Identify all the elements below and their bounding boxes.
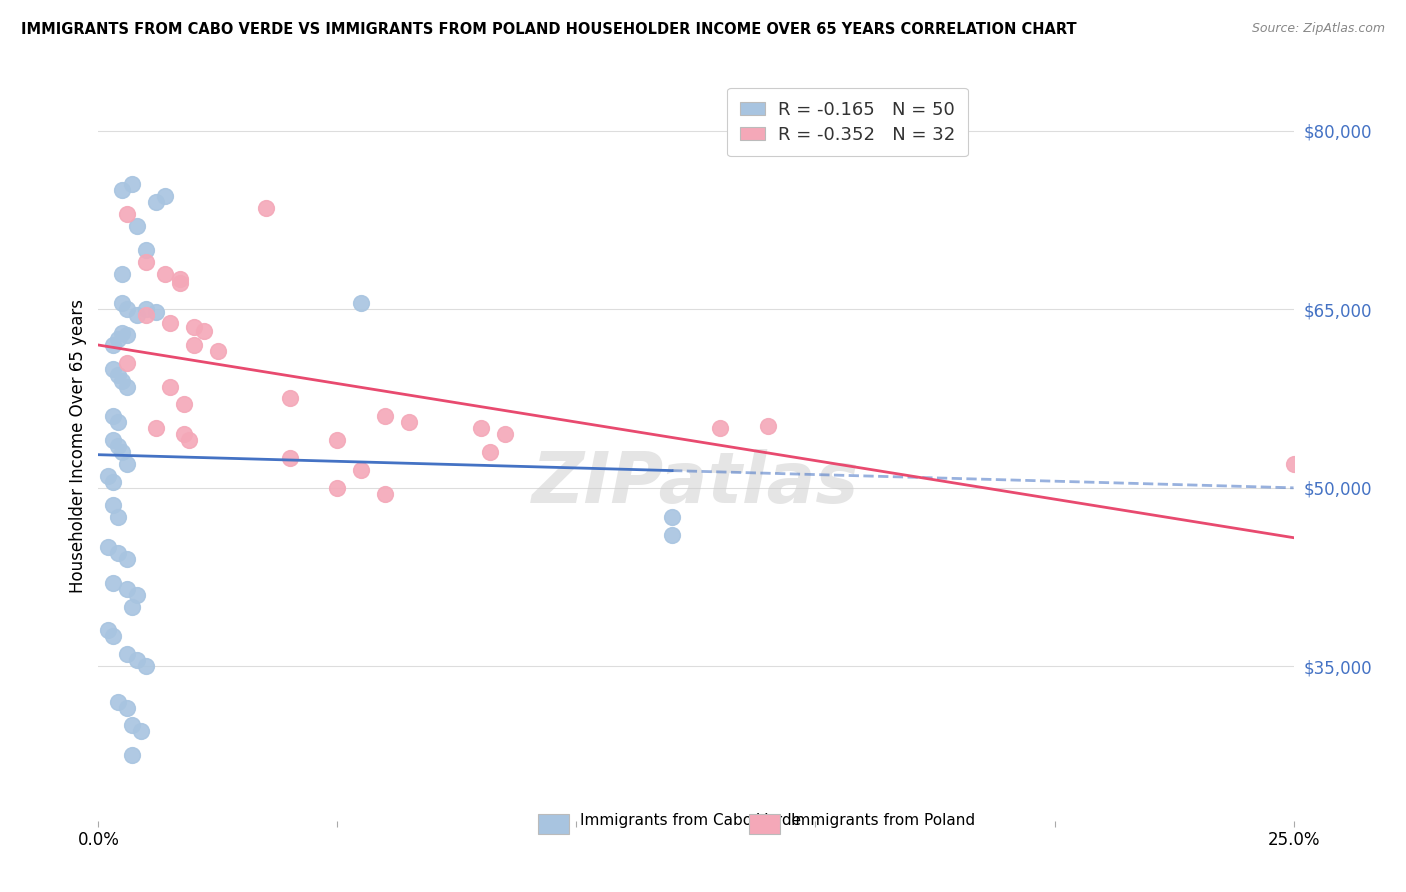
Point	[115, 207, 138, 221]
Point	[115, 647, 138, 661]
Point	[173, 397, 195, 411]
Point	[111, 183, 134, 197]
Point	[107, 415, 129, 429]
Point	[101, 475, 124, 489]
Point	[101, 575, 124, 590]
Point	[350, 296, 373, 310]
Point	[107, 439, 129, 453]
Point	[101, 433, 124, 447]
Point	[107, 332, 129, 346]
Point	[470, 421, 492, 435]
Point	[111, 267, 134, 281]
Point	[709, 421, 731, 435]
Point	[111, 445, 134, 459]
Point	[398, 415, 420, 429]
Point	[145, 304, 167, 318]
Point	[479, 445, 502, 459]
Text: IMMIGRANTS FROM CABO VERDE VS IMMIGRANTS FROM POLAND HOUSEHOLDER INCOME OVER 65 : IMMIGRANTS FROM CABO VERDE VS IMMIGRANTS…	[21, 22, 1077, 37]
Point	[101, 409, 124, 424]
Point	[183, 320, 205, 334]
Point	[193, 324, 215, 338]
Point	[101, 629, 124, 643]
Point	[207, 343, 229, 358]
Point	[278, 392, 301, 406]
Point	[135, 308, 157, 322]
Point	[135, 254, 157, 268]
Point	[155, 267, 177, 281]
Point	[661, 528, 683, 542]
Point	[121, 748, 143, 763]
Point	[155, 189, 177, 203]
Point	[179, 433, 201, 447]
Point	[326, 481, 349, 495]
Point	[135, 243, 157, 257]
Point	[125, 219, 148, 233]
Point	[107, 695, 129, 709]
Point	[97, 624, 120, 638]
Point	[183, 338, 205, 352]
Point	[115, 457, 138, 471]
Point	[135, 302, 157, 317]
Point	[125, 308, 148, 322]
Point	[107, 368, 129, 382]
Point	[115, 379, 138, 393]
Point	[159, 379, 181, 393]
Point	[125, 653, 148, 667]
Point	[326, 433, 349, 447]
Point	[374, 486, 396, 500]
Point	[169, 272, 191, 286]
Text: ZIPatlas: ZIPatlas	[533, 449, 859, 518]
Point	[97, 468, 120, 483]
Point	[125, 588, 148, 602]
Point	[169, 276, 191, 290]
Point	[159, 317, 181, 331]
Point	[350, 463, 373, 477]
Point	[121, 718, 143, 732]
Text: Immigrants from Cabo Verde: Immigrants from Cabo Verde	[581, 814, 801, 828]
Point	[374, 409, 396, 424]
Point	[101, 338, 124, 352]
Point	[115, 356, 138, 370]
Point	[111, 374, 134, 388]
Point	[115, 302, 138, 317]
Point	[101, 499, 124, 513]
Legend: R = -0.165   N = 50, R = -0.352   N = 32: R = -0.165 N = 50, R = -0.352 N = 32	[727, 88, 967, 156]
Point	[115, 552, 138, 566]
Point	[121, 599, 143, 614]
Y-axis label: Householder Income Over 65 years: Householder Income Over 65 years	[69, 299, 87, 593]
Text: Source: ZipAtlas.com: Source: ZipAtlas.com	[1251, 22, 1385, 36]
Point	[111, 296, 134, 310]
Point	[1282, 457, 1305, 471]
Point	[115, 328, 138, 343]
Point	[101, 361, 124, 376]
Point	[756, 418, 779, 433]
Point	[278, 450, 301, 465]
Point	[115, 700, 138, 714]
Point	[145, 421, 167, 435]
Point	[97, 540, 120, 554]
Point	[107, 546, 129, 560]
Point	[131, 724, 153, 739]
Point	[661, 510, 683, 524]
Text: Immigrants from Poland: Immigrants from Poland	[790, 814, 974, 828]
Point	[494, 427, 516, 442]
Point	[121, 178, 143, 192]
Point	[115, 582, 138, 596]
Point	[111, 326, 134, 340]
Point	[173, 427, 195, 442]
Point	[254, 201, 277, 215]
Point	[145, 195, 167, 210]
Point	[107, 510, 129, 524]
Point	[135, 659, 157, 673]
